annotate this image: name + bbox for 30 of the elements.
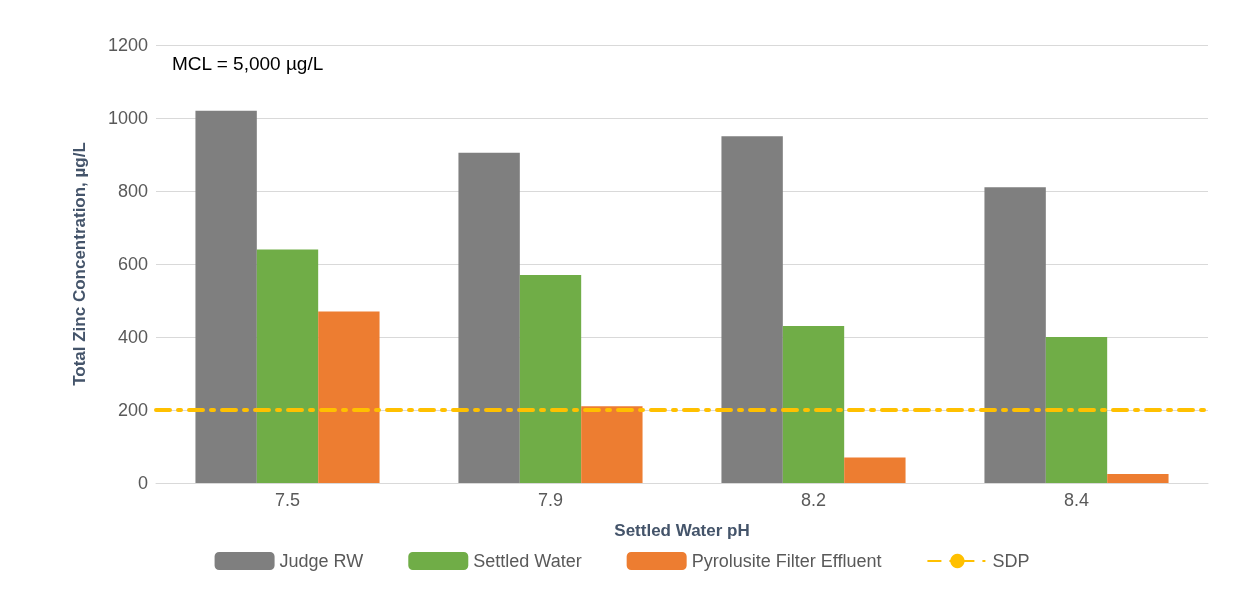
legend-label: Settled Water [473,551,582,571]
y-tick-label: 1200 [107,35,148,55]
bar [519,274,582,483]
bar [318,311,380,483]
y-tick-label: 0 [137,473,148,493]
bar [721,136,783,483]
y-tick-label: 1000 [107,108,148,128]
y-tick-label: 800 [117,181,148,201]
legend-label: Judge RW [279,551,364,571]
y-tick-label: 600 [117,254,148,274]
x-tick-label: 8.2 [800,490,827,510]
bar [782,326,845,483]
legend-label: SDP [992,551,1030,571]
bar [581,406,643,483]
legend-label: Pyrolusite Filter Effluent [691,551,882,571]
annotation: MCL = 5,000 µg/L [172,53,324,74]
y-tick-label: 400 [117,327,148,347]
x-tick-label: 7.5 [274,490,301,510]
x-axis-title: Settled Water pH [614,521,750,540]
bar [458,152,520,483]
bar [195,110,257,483]
bar [984,187,1046,483]
bar [1107,473,1169,483]
y-tick-label: 200 [117,400,148,420]
x-tick-label: 8.4 [1063,490,1090,510]
bar [256,249,319,483]
bar [844,457,906,483]
bar [1045,337,1108,483]
x-tick-label: 7.9 [537,490,564,510]
y-axis-title: Total Zinc Concentration, µg/L [70,142,89,386]
